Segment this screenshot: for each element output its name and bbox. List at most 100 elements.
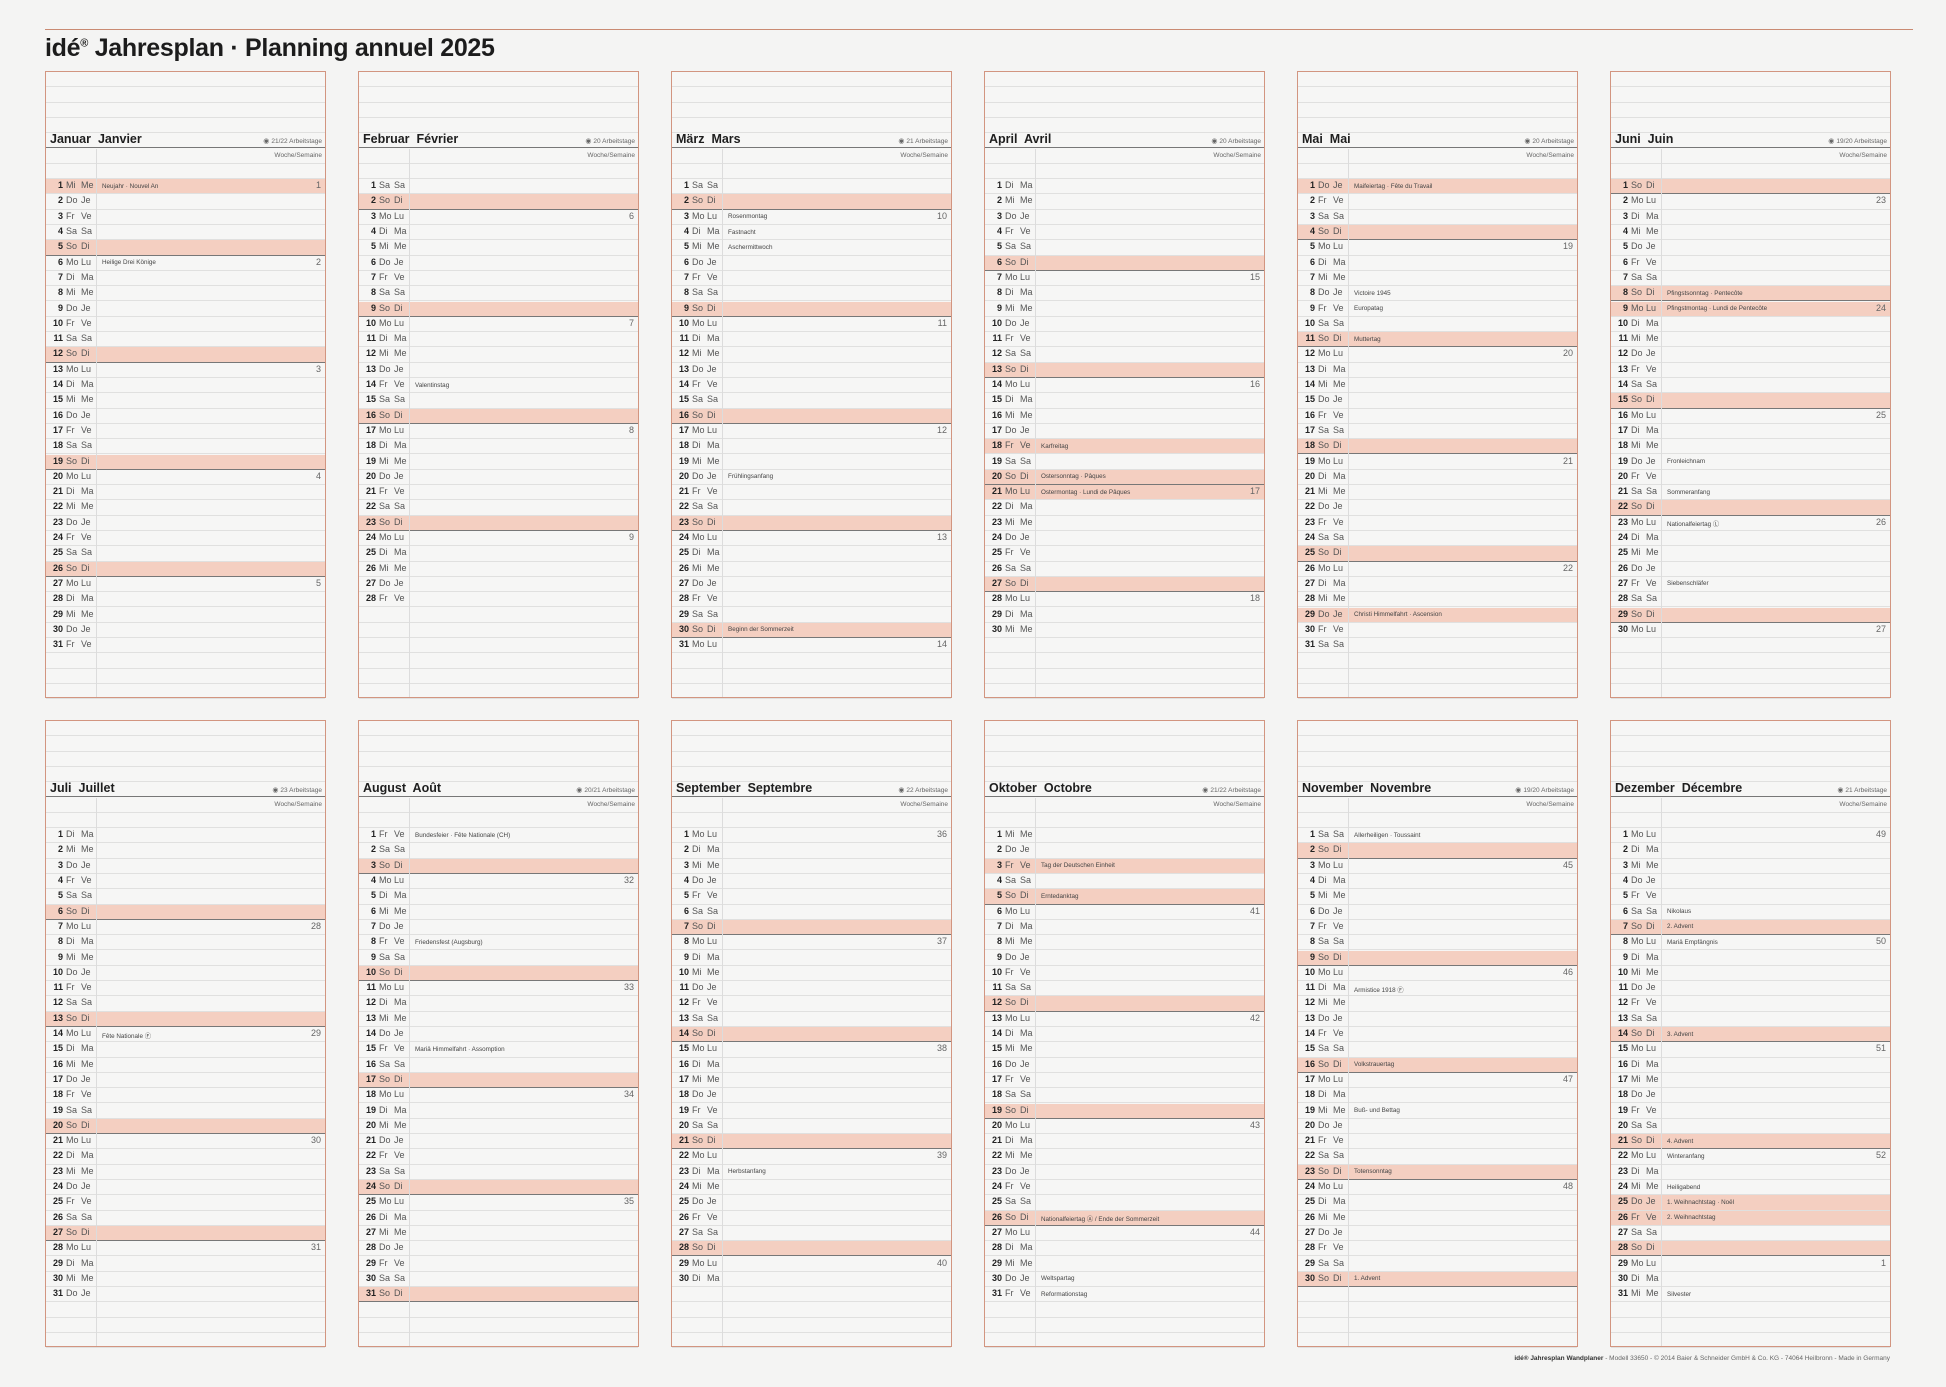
- day-row[interactable]: 4 Sa Sa: [46, 225, 325, 241]
- day-row[interactable]: 6 Sa Sa: [672, 905, 951, 920]
- day-row[interactable]: 28 So Di: [672, 1241, 951, 1257]
- day-row[interactable]: 3 Do Je: [985, 210, 1264, 225]
- day-row[interactable]: 27 Mi Me: [359, 1226, 638, 1242]
- day-row[interactable]: 8 Sa Sa: [1298, 935, 1577, 951]
- day-row[interactable]: 21 Mi Me: [1298, 485, 1577, 501]
- day-row[interactable]: 5 Sa Sa: [985, 240, 1264, 256]
- day-row[interactable]: 27 Sa Sa: [1611, 1226, 1890, 1242]
- day-row[interactable]: 24 Fr Ve: [985, 1180, 1264, 1196]
- day-row[interactable]: 6 Do Je: [1298, 905, 1577, 920]
- day-row[interactable]: 19 Mi Me: [672, 455, 951, 470]
- day-row[interactable]: 3 Fr Ve: [46, 210, 325, 225]
- day-row[interactable]: 30 So Di 1. Advent: [1298, 1271, 1577, 1288]
- day-row[interactable]: 15 Sa Sa: [672, 393, 951, 409]
- day-row[interactable]: 9 Do Je: [46, 302, 325, 317]
- day-row[interactable]: 9 Mi Me: [985, 302, 1264, 317]
- day-row[interactable]: 23 Mi Me: [985, 516, 1264, 531]
- day-row[interactable]: 11 Do Je: [1611, 981, 1890, 997]
- day-row[interactable]: 29 Mo Lu 40: [672, 1257, 951, 1272]
- day-row[interactable]: 20 Mo Lu 43: [985, 1119, 1264, 1135]
- day-row[interactable]: 13 Do Je: [359, 363, 638, 378]
- day-row[interactable]: 7 Mi Me: [1298, 271, 1577, 287]
- day-row[interactable]: 23 Fr Ve: [1298, 516, 1577, 531]
- day-row[interactable]: 21 Di Ma: [985, 1134, 1264, 1150]
- day-row[interactable]: 8 Do Je Victoire 1945: [1298, 286, 1577, 302]
- day-row[interactable]: 24 So Di: [359, 1180, 638, 1196]
- day-row[interactable]: 4 Fr Ve: [985, 225, 1264, 241]
- day-row[interactable]: 14 Sa Sa: [1611, 378, 1890, 394]
- day-row[interactable]: 4 Sa Sa: [985, 874, 1264, 890]
- day-row[interactable]: 18 Mi Me: [1611, 439, 1890, 455]
- day-row[interactable]: 25 Di Ma: [672, 546, 951, 562]
- day-row[interactable]: 10 Do Je: [46, 966, 325, 982]
- day-row[interactable]: 1 Mi Me: [985, 828, 1264, 844]
- day-row[interactable]: 15 Mi Me: [46, 393, 325, 409]
- day-row[interactable]: 17 Fr Ve: [46, 424, 325, 440]
- day-row[interactable]: 8 Di Ma: [46, 935, 325, 951]
- day-row[interactable]: 24 Di Ma: [1611, 531, 1890, 547]
- day-row[interactable]: 12 Mi Me: [1298, 996, 1577, 1012]
- day-row[interactable]: 15 Di Ma: [46, 1042, 325, 1058]
- day-row[interactable]: 12 So Di: [985, 996, 1264, 1012]
- day-row[interactable]: 15 Mo Lu 51: [1611, 1042, 1890, 1058]
- day-row[interactable]: 27 So Di: [985, 576, 1264, 593]
- day-row[interactable]: 13 So Di: [985, 362, 1264, 378]
- day-row[interactable]: 30 Mi Me: [46, 1272, 325, 1288]
- day-row[interactable]: 25 So Di: [1298, 546, 1577, 562]
- day-row[interactable]: 13 Mo Lu 42: [985, 1012, 1264, 1027]
- day-row[interactable]: 27 So Di: [46, 1225, 325, 1242]
- day-row[interactable]: 22 Mo Lu 39: [672, 1149, 951, 1165]
- day-row[interactable]: 23 Di Ma Herbstanfang: [672, 1165, 951, 1180]
- day-row[interactable]: 7 Mo Lu 28: [46, 920, 325, 936]
- day-row[interactable]: 29 So Di: [1611, 607, 1890, 623]
- day-row[interactable]: 16 So Di: [359, 408, 638, 424]
- day-row[interactable]: 1 So Di: [1611, 179, 1890, 195]
- day-row[interactable]: 3 Sa Sa: [1298, 210, 1577, 225]
- day-row[interactable]: 30 Di Ma: [1611, 1272, 1890, 1288]
- day-row[interactable]: 26 Mi Me: [672, 562, 951, 577]
- day-row[interactable]: 29 Di Ma: [985, 608, 1264, 623]
- day-row[interactable]: 14 Fr Ve Valentinstag: [359, 378, 638, 394]
- day-row[interactable]: 28 Mo Lu 31: [46, 1241, 325, 1257]
- day-row[interactable]: 9 Mi Me: [46, 951, 325, 966]
- day-row[interactable]: 24 Mo Lu 9: [359, 531, 638, 547]
- day-row[interactable]: 1 Sa Sa: [359, 179, 638, 195]
- day-row[interactable]: 30 Do Je: [46, 623, 325, 639]
- day-row[interactable]: 29 Fr Ve: [359, 1257, 638, 1272]
- day-row[interactable]: 20 Do Je: [1298, 1119, 1577, 1135]
- day-row[interactable]: 29 Mo Lu 1: [1611, 1257, 1890, 1272]
- day-row[interactable]: 27 Sa Sa: [672, 1226, 951, 1242]
- day-row[interactable]: 17 Mo Lu 47: [1298, 1073, 1577, 1089]
- day-row[interactable]: 3 Mo Lu 45: [1298, 859, 1577, 874]
- day-row[interactable]: 12 Mo Lu 20: [1298, 347, 1577, 363]
- day-row[interactable]: 6 So Di: [46, 904, 325, 920]
- day-row[interactable]: 28 Sa Sa: [1611, 592, 1890, 608]
- day-row[interactable]: 3 Mo Lu Rosenmontag 10: [672, 210, 951, 225]
- day-row[interactable]: 30 Do Je Weltspartag: [985, 1272, 1264, 1288]
- day-row[interactable]: 8 Mo Lu Mariä Empfängnis 50: [1611, 935, 1890, 951]
- day-row[interactable]: 26 Sa Sa: [46, 1211, 325, 1226]
- day-row[interactable]: 4 Do Je: [672, 874, 951, 890]
- day-row[interactable]: 9 Fr Ve Europatag: [1298, 302, 1577, 317]
- day-row[interactable]: 14 So Di 3. Advent: [1611, 1027, 1890, 1043]
- day-row[interactable]: 23 So Di: [672, 515, 951, 531]
- day-row[interactable]: 29 Sa Sa: [1298, 1257, 1577, 1272]
- day-row[interactable]: 19 So Di: [985, 1103, 1264, 1119]
- day-row[interactable]: 1 Mo Lu 36: [672, 828, 951, 844]
- day-row[interactable]: 8 Mo Lu 37: [672, 935, 951, 951]
- day-row[interactable]: 13 Fr Ve: [1611, 363, 1890, 378]
- day-row[interactable]: 22 Sa Sa: [359, 500, 638, 516]
- day-row[interactable]: 21 Sa Sa Sommeranfang: [1611, 485, 1890, 501]
- day-row[interactable]: 2 So Di: [359, 194, 638, 210]
- day-row[interactable]: 13 Sa Sa: [672, 1012, 951, 1027]
- day-row[interactable]: 1 Di Ma: [46, 828, 325, 844]
- day-row[interactable]: 24 Do Je: [46, 1180, 325, 1196]
- day-row[interactable]: 22 Sa Sa: [1298, 1149, 1577, 1165]
- day-row[interactable]: 19 Di Ma: [359, 1104, 638, 1119]
- day-row[interactable]: 19 Mi Me Buß- und Bettag: [1298, 1104, 1577, 1119]
- day-row[interactable]: 16 Mi Me: [46, 1058, 325, 1073]
- day-row[interactable]: 12 So Di: [46, 347, 325, 363]
- day-row[interactable]: 22 Di Ma: [46, 1149, 325, 1165]
- day-row[interactable]: 14 Fr Ve: [1298, 1027, 1577, 1043]
- day-row[interactable]: 26 Mi Me: [1298, 1211, 1577, 1226]
